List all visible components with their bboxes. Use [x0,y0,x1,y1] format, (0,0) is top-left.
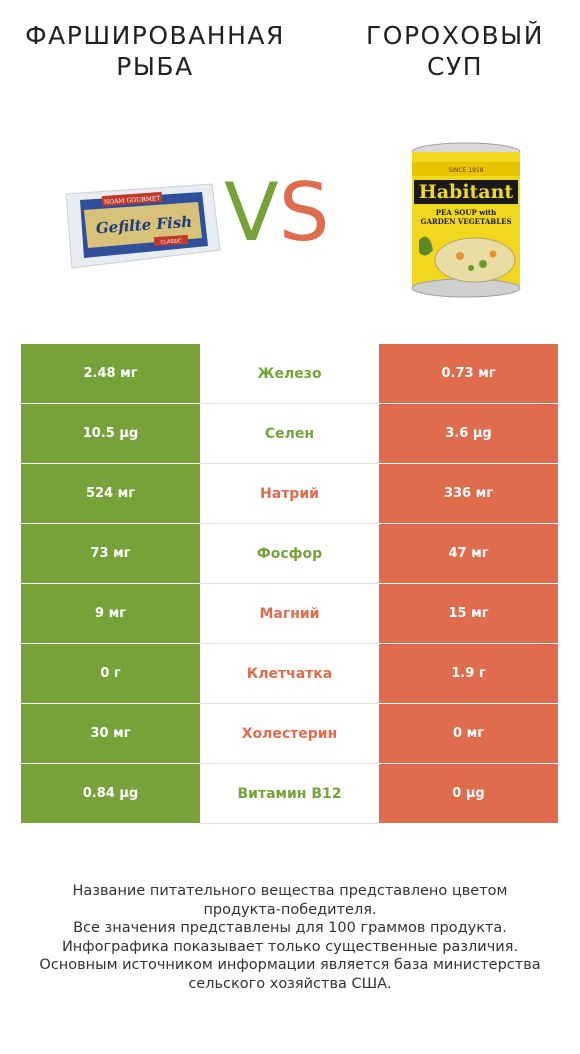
right-brand-text: Habitant [419,181,514,203]
footer-line: Основным источником информации является … [39,957,541,973]
left-value: 9 мг [21,584,200,644]
left-value: 10.5 µg [21,404,200,464]
table-row: 73 мг Фосфор 47 мг [21,524,558,584]
right-product-line1: PEA SOUP with [436,208,496,217]
right-product-title: ГОРОХОВЫЙ СУП [340,20,570,82]
left-value: 0.84 µg [21,764,200,824]
nutrient-comparison-table: 2.48 мг Железо 0.73 мг 10.5 µg Селен 3.6 µg 52… [21,344,558,824]
left-value: 0 г [21,644,200,704]
left-value: 524 мг [21,464,200,524]
left-badge-text: CLASSIC [160,238,182,245]
right-value: 15 мг [379,584,558,644]
table-row: 0.84 µg Витамин B12 0 µg [21,764,558,824]
nutrient-name: Клетчатка [200,644,379,704]
table-row: 9 мг Магний 15 мг [21,584,558,644]
footer-line: Инфографика показывает только существенн… [61,938,519,955]
right-value: 3.6 µg [379,404,558,464]
gefilte-fish-package-image: NOAM GOURMET Gefilte Fish CLASSIC [65,183,221,269]
nutrient-name: Витамин B12 [200,764,379,824]
table-row: 2.48 мг Железо 0.73 мг [21,344,558,404]
right-title-line-1: ГОРОХОВЫЙ [366,21,544,50]
right-value: 336 мг [379,464,558,524]
right-value: 0.73 мг [379,344,558,404]
right-product-line2: GARDEN VEGETABLES [420,217,511,226]
habitant-pea-soup-can-image: SINCE 1918 Habitant PEA SOUP with GARDEN… [411,142,521,298]
versus-v: V [224,166,279,259]
table-row: 30 мг Холестерин 0 мг [21,704,558,764]
nutrient-name: Натрий [200,464,379,524]
footer-line: продукта-победителя. [203,901,377,918]
right-title-line-2: СУП [427,52,483,81]
table-row: 0 г Клетчатка 1.9 г [21,644,558,704]
nutrient-name: Магний [200,584,379,644]
left-value: 2.48 мг [21,344,200,404]
footer-line: сельского хозяйства США. [188,975,392,992]
left-title-line-1: ФАРШИРОВАННАЯ [25,21,285,50]
left-title-line-2: РЫБА [116,52,194,81]
table-row: 524 мг Натрий 336 мг [21,464,558,524]
right-value: 0 мг [379,704,558,764]
footer-line: Название питательного вещества представл… [72,883,508,899]
right-value: 47 мг [379,524,558,584]
right-since-text: SINCE 1918 [448,167,483,174]
table-row: 10.5 µg Селен 3.6 µg [21,404,558,464]
left-value: 73 мг [21,524,200,584]
left-product-title: ФАРШИРОВАННАЯ РЫБА [15,20,295,82]
left-value: 30 мг [21,704,200,764]
versus-s: S [278,166,330,259]
nutrient-name: Железо [200,344,379,404]
right-value: 0 µg [379,764,558,824]
nutrient-name: Холестерин [200,704,379,764]
footer-line: Все значения представлены для 100 граммо… [73,920,507,936]
nutrient-name: Фосфор [200,524,379,584]
left-brand-text: NOAM GOURMET [104,195,161,206]
versus-label: VS [224,163,330,263]
footer-notes: Название питательного вещества представл… [20,882,560,993]
right-value: 1.9 г [379,644,558,704]
nutrient-name: Селен [200,404,379,464]
